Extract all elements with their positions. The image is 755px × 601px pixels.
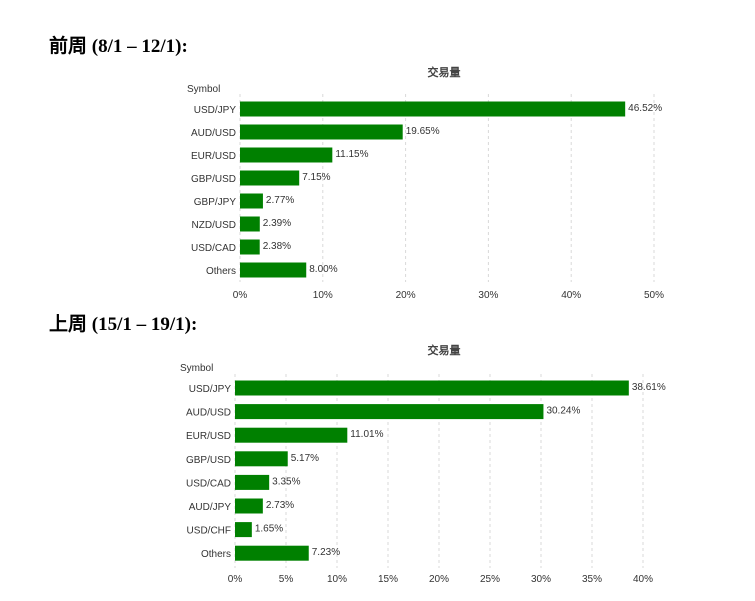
x-tick-label: 10% — [313, 290, 333, 301]
value-label-others: 8.00% — [309, 264, 337, 275]
y-axis-title: Symbol — [180, 363, 213, 374]
category-label-others: Others — [201, 549, 231, 560]
value-label-eur-usd: 11.15% — [335, 149, 368, 160]
x-tick-label: 5% — [279, 574, 294, 585]
bar-usd-cad — [235, 474, 270, 490]
value-label-usd-cad: 2.38% — [263, 241, 291, 252]
category-label-usd-chf: USD/CHF — [187, 526, 231, 537]
value-label-usd-jpy: 38.61% — [632, 382, 666, 393]
x-tick-label: 0% — [228, 574, 243, 585]
value-label-eur-usd: 11.01% — [350, 429, 383, 440]
category-label-usd-cad: USD/CAD — [186, 478, 231, 489]
category-label-aud-usd: AUD/USD — [186, 408, 231, 419]
category-label-gbp-usd: GBP/USD — [191, 174, 236, 185]
bar-gbp-usd — [235, 451, 288, 467]
value-label-usd-cad: 3.35% — [272, 476, 300, 487]
x-tick-label: 20% — [429, 574, 449, 585]
x-tick-label: 40% — [561, 290, 581, 301]
value-label-gbp-jpy: 2.77% — [266, 195, 294, 206]
value-label-aud-usd: 30.24% — [546, 406, 580, 417]
bar-nzd-usd — [240, 216, 260, 232]
x-tick-label: 40% — [633, 574, 653, 585]
section-heading-previous-week: 前周 (8/1 – 12/1): — [49, 36, 188, 57]
category-label-gbp-jpy: GBP/JPY — [194, 197, 237, 208]
category-label-aud-usd: AUD/USD — [191, 128, 236, 139]
bar-gbp-jpy — [240, 193, 263, 209]
bar-usd-chf — [235, 522, 252, 538]
x-tick-label: 15% — [378, 574, 398, 585]
volume-bar-chart-last-week: 0% 5% 10% 15% 20% 25% 30% 35% 40% 交易量 Symbol USD/JP… — [180, 343, 666, 585]
chart-title: 交易量 — [428, 65, 461, 79]
category-label-eur-usd: EUR/USD — [186, 431, 231, 442]
value-label-usd-chf: 1.65% — [255, 524, 283, 535]
category-label-nzd-usd: NZD/USD — [192, 220, 236, 231]
bar-others — [240, 262, 307, 278]
value-label-nzd-usd: 2.39% — [263, 218, 291, 229]
x-tick-label: 25% — [480, 574, 500, 585]
x-tick-label: 35% — [582, 574, 602, 585]
value-label-aud-usd: 19.65% — [406, 126, 440, 137]
category-label-eur-usd: EUR/USD — [191, 151, 236, 162]
category-label-usd-cad: USD/CAD — [191, 243, 236, 254]
bar-usd-jpy — [240, 101, 626, 117]
bar-usd-cad — [240, 239, 260, 255]
bar-aud-jpy — [235, 498, 263, 514]
category-label-others: Others — [206, 266, 236, 277]
x-tick-label: 50% — [644, 290, 664, 301]
category-label-usd-jpy: USD/JPY — [194, 105, 237, 116]
x-tick-label: 20% — [396, 290, 416, 301]
volume-bar-chart-previous-week: 0% 10% 20% 30% 40% 50% 交易量 Symbol USD/JPY 46.52% A… — [187, 65, 664, 301]
value-label-gbp-usd: 5.17% — [291, 453, 319, 464]
category-label-usd-jpy: USD/JPY — [189, 384, 232, 395]
chart-title: 交易量 — [428, 343, 461, 357]
x-tick-label: 0% — [233, 290, 248, 301]
bar-usd-jpy — [235, 380, 629, 396]
value-label-others: 7.23% — [312, 547, 340, 558]
category-label-gbp-usd: GBP/USD — [186, 455, 231, 466]
value-label-gbp-usd: 7.15% — [302, 172, 330, 183]
y-axis-title: Symbol — [187, 84, 220, 95]
x-tick-label: 30% — [531, 574, 551, 585]
bar-gbp-usd — [240, 170, 300, 186]
bar-others — [235, 545, 309, 561]
value-label-usd-jpy: 46.52% — [628, 103, 662, 114]
x-tick-label: 10% — [327, 574, 347, 585]
bar-aud-usd — [235, 404, 544, 420]
category-label-aud-jpy: AUD/JPY — [189, 502, 232, 513]
bar-eur-usd — [240, 147, 333, 163]
bar-aud-usd — [240, 124, 403, 140]
x-tick-label: 30% — [478, 290, 498, 301]
value-label-aud-jpy: 2.73% — [266, 500, 294, 511]
section-heading-last-week: 上周 (15/1 – 19/1): — [49, 314, 198, 335]
bar-eur-usd — [235, 427, 348, 443]
